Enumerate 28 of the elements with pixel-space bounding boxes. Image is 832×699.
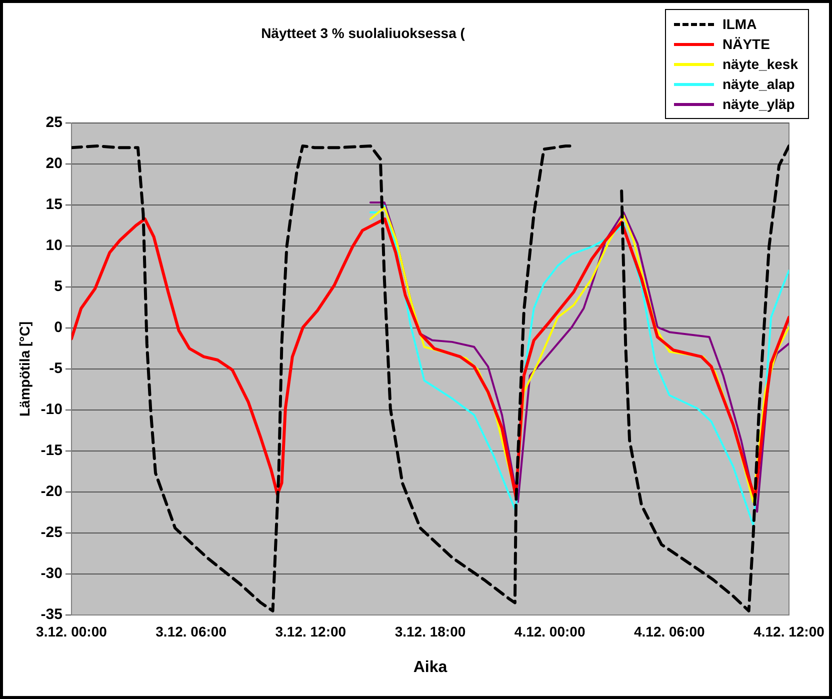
y-tick-label: 10 xyxy=(46,237,62,254)
legend-label: ILMA xyxy=(722,16,757,32)
x-tick-label: 3.12. 12:00 xyxy=(275,623,346,640)
x-tick-label: 4.12. 06:00 xyxy=(634,623,706,640)
x-tick-label: 3.12. 18:00 xyxy=(394,623,466,640)
chart-title: Näytteet 3 % suolaliuoksessa ( xyxy=(260,25,466,41)
y-tick-label: -5 xyxy=(49,360,62,378)
legend-label: näyte_yläp xyxy=(722,96,795,112)
y-tick-label: -30 xyxy=(40,565,62,582)
legend-label: näyte_alap xyxy=(722,76,795,92)
y-tick-label: 0 xyxy=(54,319,62,336)
x-tick-label: 4.12. 12:00 xyxy=(754,623,825,640)
y-tick-label: 5 xyxy=(54,278,62,296)
y-tick-label: -15 xyxy=(40,442,62,460)
y-tick-label: -20 xyxy=(40,483,62,500)
y-tick-label: -35 xyxy=(40,606,62,624)
y-tick-label: 20 xyxy=(46,155,62,172)
y-tick-label: 25 xyxy=(46,114,62,132)
legend-label: näyte_kesk xyxy=(722,56,798,72)
x-tick-label: 4.12. 00:00 xyxy=(514,623,586,640)
x-axis-title: Aika xyxy=(413,658,448,676)
x-tick-label: 3.12. 00:00 xyxy=(36,623,108,640)
legend-label: NÄYTE xyxy=(722,36,770,52)
x-tick-label: 3.12. 06:00 xyxy=(156,623,227,640)
y-tick-label: -25 xyxy=(40,524,62,542)
y-tick-label: -10 xyxy=(40,401,62,418)
y-tick-label: 15 xyxy=(46,196,62,214)
y-axis-title: Lämpötila [°C] xyxy=(16,321,32,417)
